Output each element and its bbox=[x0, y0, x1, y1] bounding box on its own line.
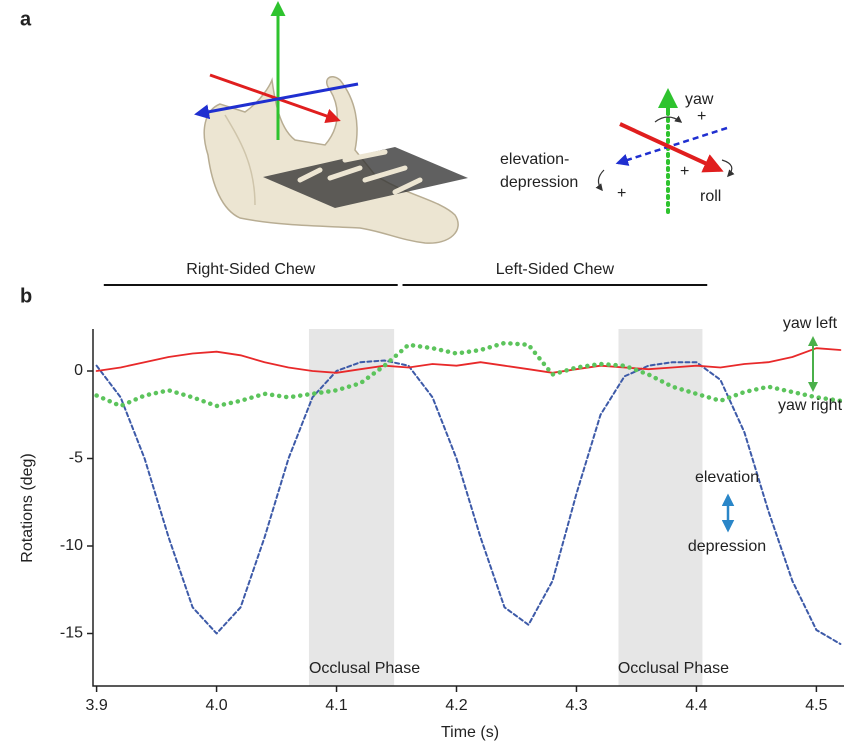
annotation: yaw right bbox=[778, 397, 843, 414]
x-tick-label: 4.0 bbox=[205, 697, 227, 714]
annotation: yaw left bbox=[783, 315, 838, 332]
sign: + bbox=[697, 108, 706, 125]
y-tick-label: 0 bbox=[74, 362, 83, 379]
yaw-label: yaw bbox=[685, 91, 714, 108]
elevation-label: elevation- bbox=[500, 151, 569, 168]
x-tick-label: 4.3 bbox=[565, 697, 587, 714]
y-tick-label: -10 bbox=[60, 537, 83, 554]
occlusal-phase bbox=[309, 329, 394, 686]
x-axis-label: Time (s) bbox=[441, 724, 499, 741]
panel-label: b bbox=[20, 285, 32, 307]
panel-label: a bbox=[20, 8, 32, 30]
y-tick-label: -5 bbox=[69, 450, 83, 467]
depression-label: depression bbox=[500, 174, 578, 191]
x-tick-label: 3.9 bbox=[85, 697, 107, 714]
sign: + bbox=[680, 163, 689, 180]
bracket-label: Right-Sided Chew bbox=[186, 261, 315, 278]
y-tick-label: -15 bbox=[60, 625, 83, 642]
region-label: Occlusal Phase bbox=[618, 660, 729, 677]
region-label: Occlusal Phase bbox=[309, 660, 420, 677]
plot: Occlusal Phase Occlusal Phase Right-Sided … bbox=[60, 261, 844, 714]
x-tick-label: 4.4 bbox=[685, 697, 707, 714]
y-axis-label: Rotations (deg) bbox=[19, 453, 36, 562]
axis-line bbox=[93, 329, 844, 686]
annotation: elevation bbox=[695, 469, 759, 486]
sign: + bbox=[617, 185, 626, 202]
bracket-label: Left-Sided Chew bbox=[496, 261, 615, 278]
figure: a yaw + elevation- depression + + roll b… bbox=[0, 0, 855, 746]
x-tick-label: 4.5 bbox=[805, 697, 827, 714]
roll-label: roll bbox=[700, 188, 721, 205]
x-tick-label: 4.2 bbox=[445, 697, 467, 714]
annotation: depression bbox=[688, 538, 766, 555]
x-tick-label: 4.1 bbox=[325, 697, 347, 714]
jaw-model bbox=[197, 4, 468, 243]
